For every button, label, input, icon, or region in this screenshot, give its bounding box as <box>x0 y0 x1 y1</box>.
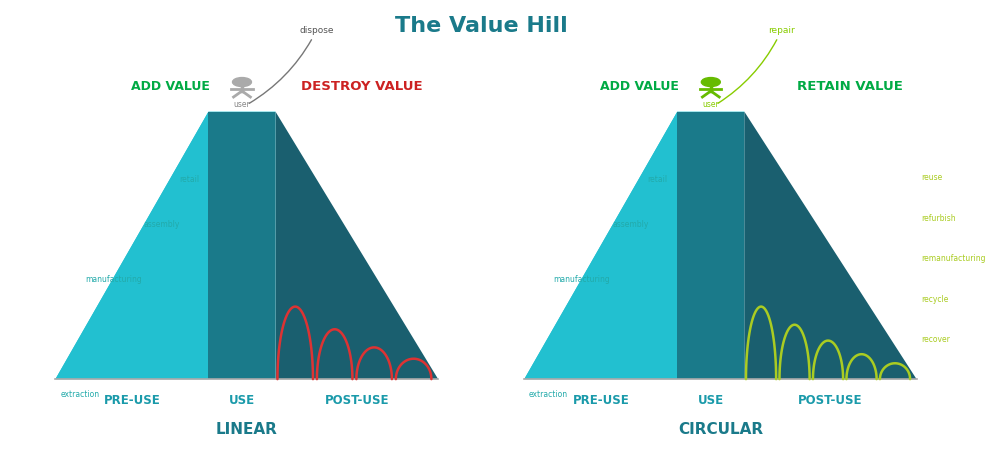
Circle shape <box>232 78 251 87</box>
Text: refurbish: refurbish <box>921 213 956 223</box>
Text: USE: USE <box>229 394 255 407</box>
Text: RETAIN VALUE: RETAIN VALUE <box>797 80 902 94</box>
Polygon shape <box>56 112 276 379</box>
Text: LINEAR: LINEAR <box>216 421 278 437</box>
Text: recycle: recycle <box>921 295 949 304</box>
Text: dispose: dispose <box>249 26 334 103</box>
Text: user: user <box>702 101 719 109</box>
Polygon shape <box>524 112 744 379</box>
Text: PRE-USE: PRE-USE <box>573 394 629 407</box>
Text: CIRCULAR: CIRCULAR <box>678 421 763 437</box>
Polygon shape <box>524 112 677 379</box>
Text: ADD VALUE: ADD VALUE <box>600 80 678 94</box>
Polygon shape <box>677 112 744 379</box>
Text: user: user <box>234 101 250 109</box>
Polygon shape <box>744 112 916 379</box>
Polygon shape <box>56 112 208 379</box>
Text: retail: retail <box>179 175 199 184</box>
Text: extraction: extraction <box>60 390 100 399</box>
Text: recover: recover <box>921 335 950 344</box>
Polygon shape <box>208 112 276 379</box>
Text: reuse: reuse <box>921 173 942 182</box>
Text: DESTROY VALUE: DESTROY VALUE <box>301 80 422 94</box>
Text: assembly: assembly <box>613 220 648 230</box>
Text: manufacturing: manufacturing <box>85 275 141 284</box>
Text: POST-USE: POST-USE <box>798 394 863 407</box>
Text: assembly: assembly <box>143 220 180 230</box>
Text: ADD VALUE: ADD VALUE <box>130 80 210 94</box>
Circle shape <box>701 78 720 87</box>
Text: remanufacturing: remanufacturing <box>921 254 986 263</box>
Text: extraction: extraction <box>529 390 568 399</box>
Text: manufacturing: manufacturing <box>554 275 611 284</box>
Text: PRE-USE: PRE-USE <box>104 394 160 407</box>
Text: POST-USE: POST-USE <box>325 394 389 407</box>
Text: retail: retail <box>647 175 667 184</box>
Text: repair: repair <box>718 26 795 103</box>
Text: USE: USE <box>698 394 724 407</box>
Polygon shape <box>276 112 438 379</box>
Text: The Value Hill: The Value Hill <box>394 17 568 36</box>
